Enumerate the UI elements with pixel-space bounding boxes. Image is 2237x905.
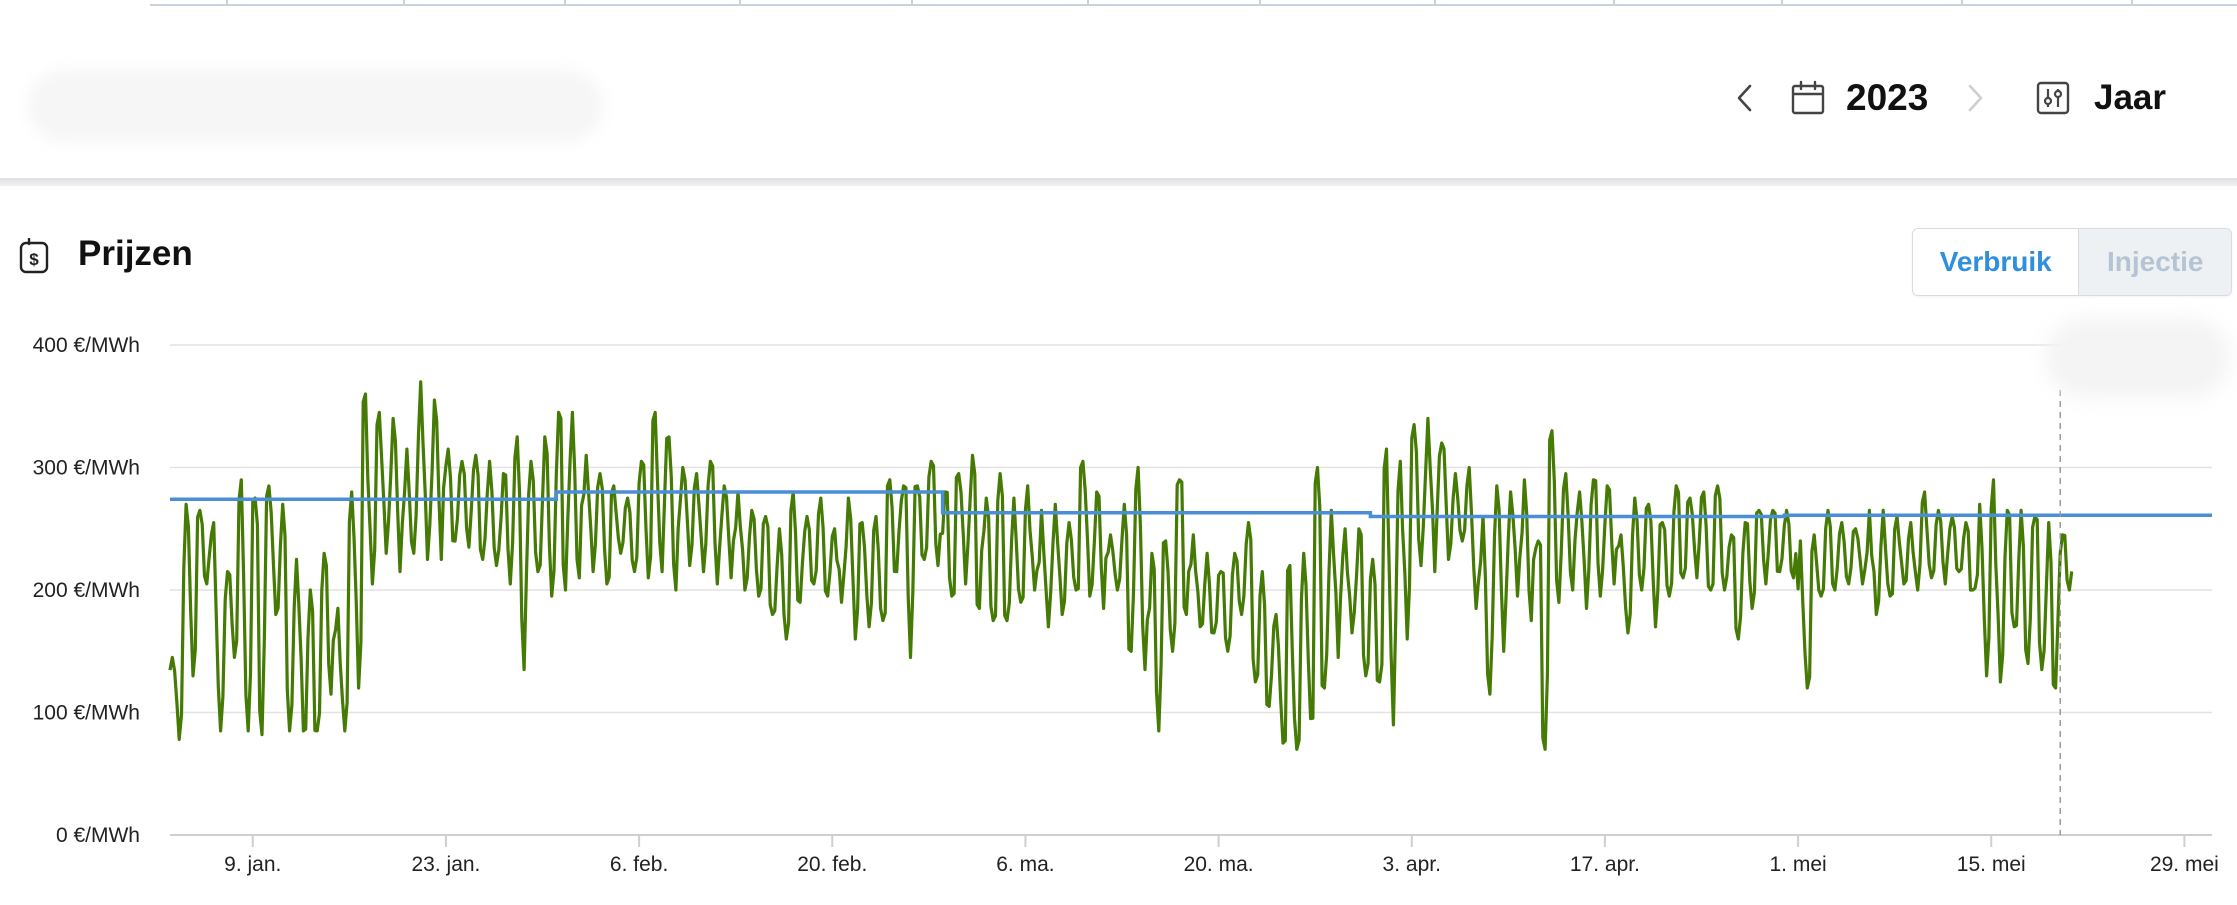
x-tick-label: 20. ma. [1184,853,1254,876]
calendar-button[interactable] [1788,70,1828,126]
x-axis-labels: 9. jan. 23. jan. 6. feb. 20. feb. 6. ma. 20. … [224,853,2219,876]
verbruik-tab[interactable]: Verbruik [1913,229,2080,295]
blurred-legend [2045,318,2230,398]
chevron-right-icon [1968,84,1983,112]
y-tick-label: 300 €/MWh [33,457,140,480]
header-bar [0,14,2237,180]
injectie-tab[interactable]: Injectie [2079,229,2231,295]
price-chart: 0 €/MWh 100 €/MWh 200 €/MWh 300 €/MWh 400 €/… [33,334,2219,876]
y-tick-label: 200 €/MWh [33,579,140,602]
chevron-left-icon [1737,84,1752,112]
x-tick-label: 1. mei [1769,853,1826,876]
blurred-brand [28,70,603,142]
usage-toggle: Verbruik Injectie [1912,228,2232,296]
selected-period[interactable]: Jaar [2094,78,2167,117]
chart-gridlines [170,344,2212,836]
section-title: Prijzen [78,234,193,273]
previous-year-button[interactable] [1730,70,1760,126]
x-tick-label: 17. apr. [1570,853,1640,876]
average-series-line [170,490,2212,519]
selected-year[interactable]: 2023 [1846,77,1929,118]
x-tick-label: 29. mei [2150,853,2219,876]
y-tick-label: 400 €/MWh [33,334,140,357]
x-tick-label: 23. jan. [412,853,481,876]
x-tick-label: 20. feb. [797,853,867,876]
price-tag-icon: $ [19,238,49,274]
x-axis-ticks [251,835,2186,847]
svg-text:$: $ [29,250,39,269]
y-tick-label: 100 €/MWh [33,702,140,725]
top-axis-strip [0,0,2237,14]
header-divider [0,178,2237,186]
x-tick-label: 9. jan. [224,853,281,876]
y-axis-labels: 0 €/MWh 100 €/MWh 200 €/MWh 300 €/MWh 400 €/… [33,334,140,847]
x-tick-label: 6. ma. [996,853,1054,876]
x-tick-label: 3. apr. [1383,853,1441,876]
sliders-icon [2036,81,2070,115]
x-tick-label: 6. feb. [610,853,668,876]
top-axis-ticks [150,0,2237,6]
calendar-icon [1791,80,1825,115]
price-series-line [168,380,2074,751]
y-tick-label: 0 €/MWh [56,824,140,847]
period-settings-button[interactable] [2034,70,2072,126]
next-year-button[interactable] [1960,70,1990,126]
x-tick-label: 15. mei [1957,853,2026,876]
chart-series [168,380,2212,751]
